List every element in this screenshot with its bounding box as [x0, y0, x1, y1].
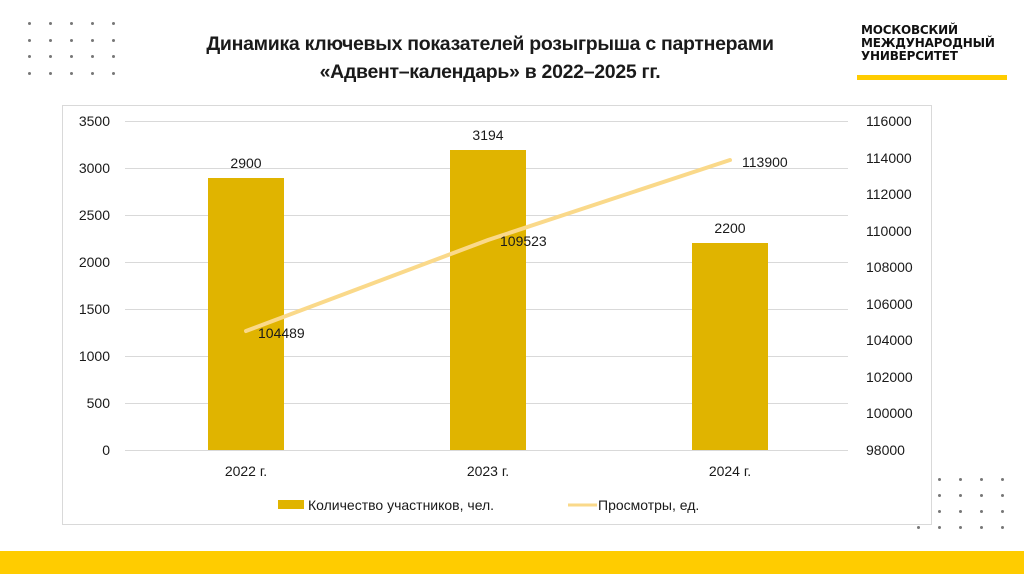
category-label: 2022 г. [225, 463, 267, 479]
line-value-labels: 104489 109523 113900 [258, 154, 788, 341]
decorative-dots-top-left [28, 22, 118, 77]
right-tick: 98000 [866, 442, 905, 458]
bars [208, 150, 768, 450]
title-line-1: Динамика ключевых показателей розыгрыша … [206, 33, 774, 55]
right-tick: 112000 [866, 186, 912, 202]
left-tick: 1000 [79, 348, 110, 364]
legend-bar-swatch [278, 500, 304, 509]
x-axis-labels: 2022 г. 2023 г. 2024 г. [225, 463, 751, 479]
logo-line-1: МОСКОВСКИЙ [861, 23, 958, 37]
bar-value-labels: 2900 3194 2200 [230, 127, 745, 236]
university-logo: МОСКОВСКИЙ МЕЖДУНАРОДНЫЙ УНИВЕРСИТЕТ [861, 24, 995, 63]
right-tick: 104000 [866, 332, 913, 348]
left-tick: 500 [87, 395, 111, 411]
footer-accent-bar [0, 551, 1024, 574]
bar-2024 [692, 243, 768, 450]
left-tick: 2500 [79, 207, 110, 223]
left-tick: 3000 [79, 160, 110, 176]
legend-bar-label: Количество участников, чел. [308, 497, 494, 513]
decorative-dots-bottom-right [917, 478, 1007, 533]
right-tick: 108000 [866, 259, 913, 275]
right-tick: 116000 [866, 113, 912, 129]
views-line [244, 158, 732, 333]
right-tick: 110000 [866, 223, 912, 239]
line-label: 104489 [258, 325, 305, 341]
bar-label: 2900 [230, 155, 261, 171]
category-label: 2024 г. [709, 463, 751, 479]
legend: Количество участников, чел. Просмотры, е… [278, 497, 699, 513]
logo-underline [857, 75, 1007, 80]
bar-2022 [208, 178, 284, 450]
left-axis-labels: 3500 3000 2500 2000 1500 1000 500 0 [79, 113, 110, 458]
bar-2023 [450, 150, 526, 450]
right-tick: 100000 [866, 405, 913, 421]
right-tick: 106000 [866, 296, 913, 312]
bar-label: 3194 [472, 127, 503, 143]
category-label: 2023 г. [467, 463, 509, 479]
legend-line-label: Просмотры, ед. [598, 497, 699, 513]
left-tick: 0 [102, 442, 110, 458]
line-label: 109523 [500, 233, 547, 249]
line-label: 113900 [742, 154, 788, 170]
page-title: Динамика ключевых показателей розыгрыша … [140, 30, 840, 86]
left-tick: 1500 [79, 301, 110, 317]
right-tick: 114000 [866, 150, 912, 166]
title-line-2: «Адвент–календарь» в 2022–2025 гг. [319, 61, 661, 83]
bar-label: 2200 [714, 220, 745, 236]
left-tick: 3500 [79, 113, 110, 129]
right-tick: 102000 [866, 369, 913, 385]
logo-line-2: МЕЖДУНАРОДНЫЙ [861, 36, 995, 50]
logo-line-3: УНИВЕРСИТЕТ [861, 49, 958, 63]
left-tick: 2000 [79, 254, 110, 270]
right-axis-labels: 116000 114000 112000 110000 108000 10600… [866, 113, 913, 458]
